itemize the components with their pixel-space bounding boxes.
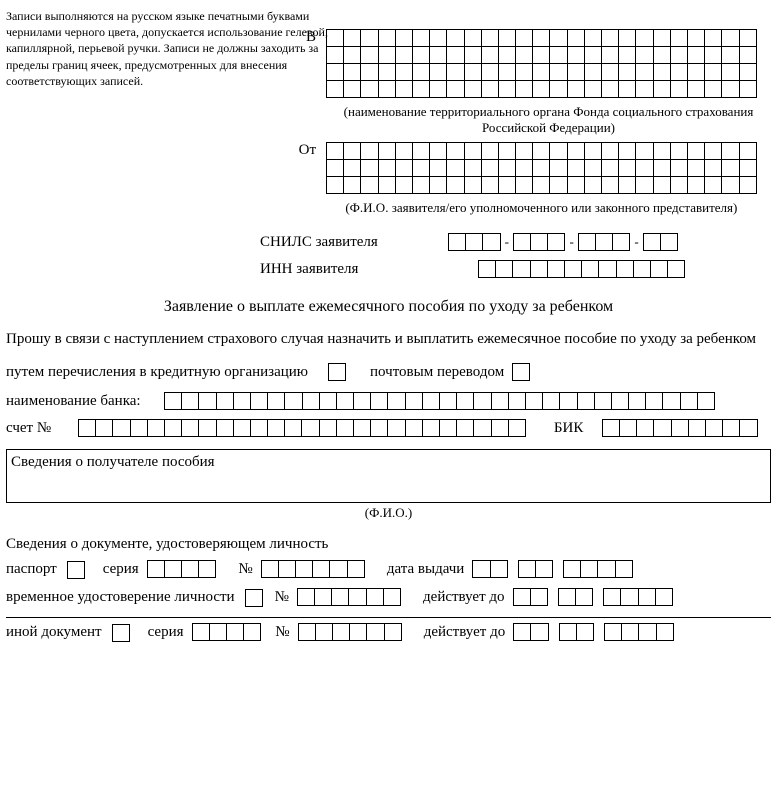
bik-cells[interactable] <box>602 420 758 437</box>
addressee-caption: (наименование территориального органа Фо… <box>326 104 771 136</box>
document-section-header: Сведения о документе, удостоверяющем лич… <box>6 535 771 555</box>
passport-checkbox[interactable] <box>67 561 85 579</box>
passport-series-label: серия <box>103 561 139 578</box>
temp-id-label: временное удостоверение личности <box>6 589 235 606</box>
snils-cells[interactable]: --- <box>448 234 678 251</box>
temp-id-date-cells[interactable] <box>513 589 674 606</box>
passport-number-cells[interactable] <box>261 561 365 578</box>
inn-row: ИНН заявителя <box>260 261 771 278</box>
account-label: счет № <box>6 420 78 437</box>
bank-name-row: наименование банка: <box>6 393 771 410</box>
other-date-cells[interactable] <box>513 624 674 641</box>
passport-number-label: № <box>238 561 252 578</box>
recipient-fio-line[interactable] <box>6 477 771 503</box>
applicant-grid[interactable] <box>326 142 757 194</box>
inn-label: ИНН заявителя <box>260 261 478 278</box>
other-number-label: № <box>275 624 289 641</box>
temp-id-checkbox[interactable] <box>245 589 263 607</box>
passport-label: паспорт <box>6 561 57 578</box>
other-series-label: серия <box>148 624 184 641</box>
form-title: Заявление о выплате ежемесячного пособия… <box>6 298 771 316</box>
applicant-label: От <box>294 142 316 159</box>
bik-label: БИК <box>554 420 602 437</box>
addressee-label: В <box>294 29 316 46</box>
other-doc-row: иной документ серия № действует до <box>6 617 771 642</box>
passport-series-cells[interactable] <box>147 561 217 578</box>
fio-caption: (Ф.И.О.) <box>6 505 771 521</box>
applicant-caption: (Ф.И.О. заявителя/его уполномоченного ил… <box>326 200 757 216</box>
pay-postal-checkbox[interactable] <box>512 363 530 381</box>
snils-label: СНИЛС заявителя <box>260 234 448 251</box>
recipient-section-header: Сведения о получателе пособия <box>6 449 771 477</box>
request-paragraph: Прошу в связи с наступлением страхового … <box>6 330 771 350</box>
other-doc-label: иной документ <box>6 624 102 641</box>
other-series-cells[interactable] <box>192 624 262 641</box>
other-number-cells[interactable] <box>298 624 402 641</box>
addressee-block: В (наименование территориального органа … <box>294 29 771 136</box>
addressee-grid[interactable] <box>326 29 757 98</box>
pay-credit-checkbox[interactable] <box>328 363 346 381</box>
passport-row: паспорт серия № дата выдачи <box>6 561 771 579</box>
passport-date-cells[interactable] <box>472 561 633 578</box>
temp-id-row: временное удостоверение личности № дейст… <box>6 589 771 607</box>
temp-id-number-label: № <box>275 589 289 606</box>
snils-row: СНИЛС заявителя --- <box>260 234 771 251</box>
inn-cells[interactable] <box>478 261 685 278</box>
other-valid-label: действует до <box>424 624 506 641</box>
account-row: счет № БИК <box>6 420 771 437</box>
pay-postal-label: почтовым переводом <box>370 364 504 381</box>
temp-valid-label: действует до <box>423 589 505 606</box>
other-doc-checkbox[interactable] <box>112 624 130 642</box>
payment-method-row: путем перечисления в кредитную организац… <box>6 363 771 381</box>
temp-id-number-cells[interactable] <box>297 589 401 606</box>
bank-name-cells[interactable] <box>164 393 715 410</box>
bank-label: наименование банка: <box>6 393 164 410</box>
pay-credit-label: путем перечисления в кредитную организац… <box>6 364 308 381</box>
applicant-block: От (Ф.И.О. заявителя/его уполномоченного… <box>294 142 771 216</box>
account-cells[interactable] <box>78 420 526 437</box>
issue-date-label: дата выдачи <box>387 561 464 578</box>
